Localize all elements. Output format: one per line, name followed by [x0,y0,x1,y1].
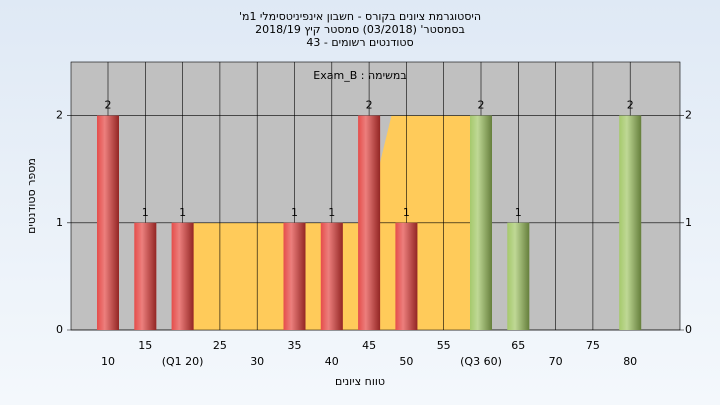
y2-tick-label: 0 [685,323,692,336]
bar-shade [395,222,418,330]
x-tick-label: 35 [288,339,302,352]
x-tick-label: 70 [549,355,563,368]
y2-tick-label: 1 [685,216,692,229]
x-tick-label: 40 [325,355,339,368]
y-axis-label: מספר סטודנטים [25,158,38,234]
title: סטודנטים רשומים - 43 [306,36,413,49]
x-tick-label: 55 [437,339,451,352]
bar-shade [507,222,530,330]
value-label: 2 [105,99,112,112]
x-tick-label: 15 [138,339,152,352]
title: בסמסטר' (03/2018) סמסטר קיץ 2018/19 [255,23,465,36]
value-label: 1 [403,206,410,219]
x-tick-label: 50 [399,355,413,368]
x-axis-label: טווח ציונים [335,375,385,388]
bar-shade [619,115,642,330]
y2-tick-label: 2 [685,109,692,122]
annotation: במשימה : Exam_B [313,69,406,82]
x-tick-label: 75 [586,339,600,352]
x-tick-label: 80 [623,355,637,368]
bar-shade [320,222,343,330]
x-tick-label: 45 [362,339,376,352]
bar-shade [97,115,119,330]
title: היסטוגרמת ציונים בקורס - חשבון אינפיניטס… [239,10,481,23]
value-label: 1 [179,206,186,219]
bar-shade [171,222,194,330]
x-tick-label: 25 [213,339,227,352]
y-tick-label: 0 [56,323,63,336]
bar-shade [134,222,157,330]
value-label: 1 [291,206,298,219]
value-label: 1 [142,206,149,219]
bar-shade [470,115,492,330]
x-tick-label: 10 [101,355,115,368]
value-label: 1 [515,206,522,219]
value-label: 2 [366,99,373,112]
bar-shade [358,115,381,330]
x-tick-label: 65 [511,339,525,352]
y-tick-label: 2 [56,109,63,122]
value-label: 2 [627,99,634,112]
value-label: 2 [478,99,485,112]
value-label: 1 [328,206,335,219]
x-tick-label: (Q3 60) [460,355,502,368]
y-tick-label: 1 [56,216,63,229]
x-tick-label: (Q1 20) [162,355,204,368]
bar-shade [283,222,306,330]
x-tick-label: 30 [250,355,264,368]
